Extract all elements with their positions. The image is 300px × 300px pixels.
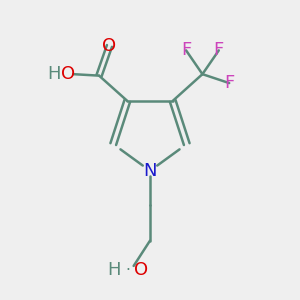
Text: O: O	[102, 37, 116, 55]
Text: F: F	[181, 41, 191, 59]
Text: ·: ·	[126, 263, 131, 278]
Text: O: O	[61, 65, 75, 83]
Text: O: O	[134, 261, 148, 279]
Text: F: F	[224, 74, 234, 92]
Text: H: H	[108, 261, 121, 279]
Text: N: N	[143, 162, 157, 180]
Text: H: H	[48, 65, 61, 83]
Text: F: F	[214, 41, 224, 59]
